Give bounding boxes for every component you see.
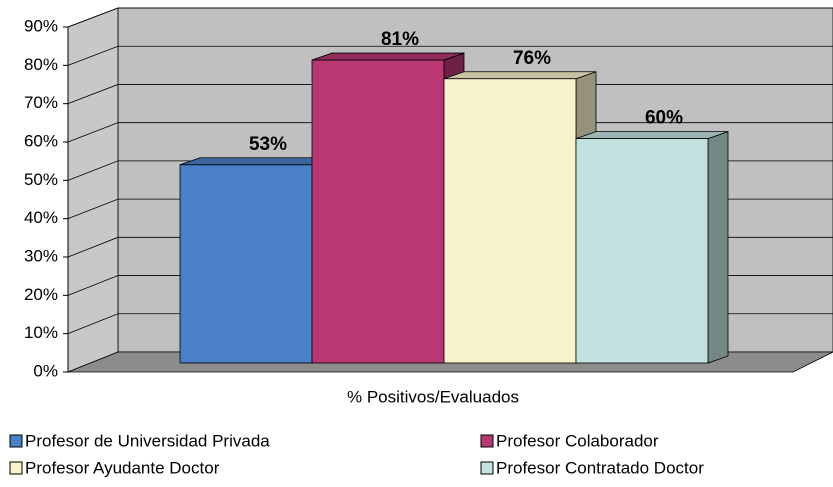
bar-top <box>179 157 333 166</box>
legend-label: Profesor Contratado Doctor <box>496 458 704 477</box>
y-tick-label: 0% <box>33 361 58 380</box>
bar <box>575 138 709 364</box>
y-tick-label: 30% <box>24 246 58 265</box>
legend-swatch <box>9 461 23 475</box>
y-tick-label: 80% <box>24 55 58 74</box>
legend-label: Profesor Ayudante Doctor <box>25 458 220 477</box>
y-tick-label: 40% <box>24 208 58 227</box>
bar <box>311 59 445 364</box>
legend-swatch <box>9 434 23 448</box>
legend-swatch <box>480 434 494 448</box>
data-label: 81% <box>381 29 419 50</box>
bar-top <box>443 71 597 80</box>
grid-line <box>67 7 833 28</box>
legend-swatch <box>480 461 494 475</box>
data-label: 53% <box>249 134 287 155</box>
bar-side <box>707 131 729 364</box>
y-tick-label: 90% <box>24 16 58 35</box>
y-tick-label: 70% <box>24 93 58 112</box>
data-label: 60% <box>645 108 683 129</box>
y-tick-label: 20% <box>24 285 58 304</box>
x-axis-label: % Positivos/Evaluados <box>347 387 519 406</box>
y-tick-label: 50% <box>24 170 58 189</box>
bar <box>179 164 313 364</box>
bar-top <box>311 52 465 61</box>
y-tick-label: 10% <box>24 323 58 342</box>
data-label: 76% <box>513 48 551 69</box>
y-tick-label: 60% <box>24 131 58 150</box>
bar-top <box>575 131 729 140</box>
grid-line <box>67 45 833 66</box>
legend-label: Profesor de Universidad Privada <box>25 431 270 450</box>
bar <box>443 78 577 364</box>
legend-label: Profesor Colaborador <box>496 431 659 450</box>
